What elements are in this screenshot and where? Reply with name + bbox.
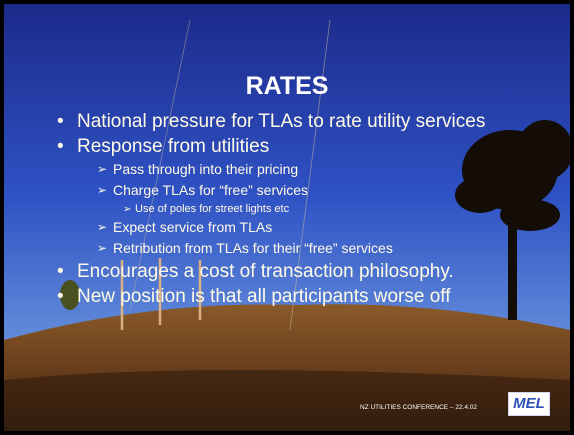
slide-title: RATES xyxy=(0,72,574,101)
sub-sub-bullet: Use of poles for street lights etc xyxy=(55,203,525,216)
sub-bullet: Charge TLAs for “free” services xyxy=(55,182,525,199)
footer: NZ UTILITIES CONFERENCE – 22.4.02 xyxy=(360,404,477,411)
bullet: Response from utilities xyxy=(55,136,487,157)
sub-bullet: Expect service from TLAs xyxy=(55,219,525,236)
bullet: Encourages a cost of transaction philoso… xyxy=(55,261,487,282)
bullet: National pressure for TLAs to rate utili… xyxy=(55,111,487,132)
sub-bullet: Pass through into their pricing xyxy=(55,161,525,178)
sub-bullet: Retribution from TLAs for their “free” s… xyxy=(55,240,525,257)
logo: MEL xyxy=(508,392,550,416)
bullet-list: National pressure for TLAs to rate utili… xyxy=(55,111,525,311)
bullet: New position is that all participants wo… xyxy=(55,286,487,307)
slide: RATES National pressure for TLAs to rate… xyxy=(0,0,574,435)
